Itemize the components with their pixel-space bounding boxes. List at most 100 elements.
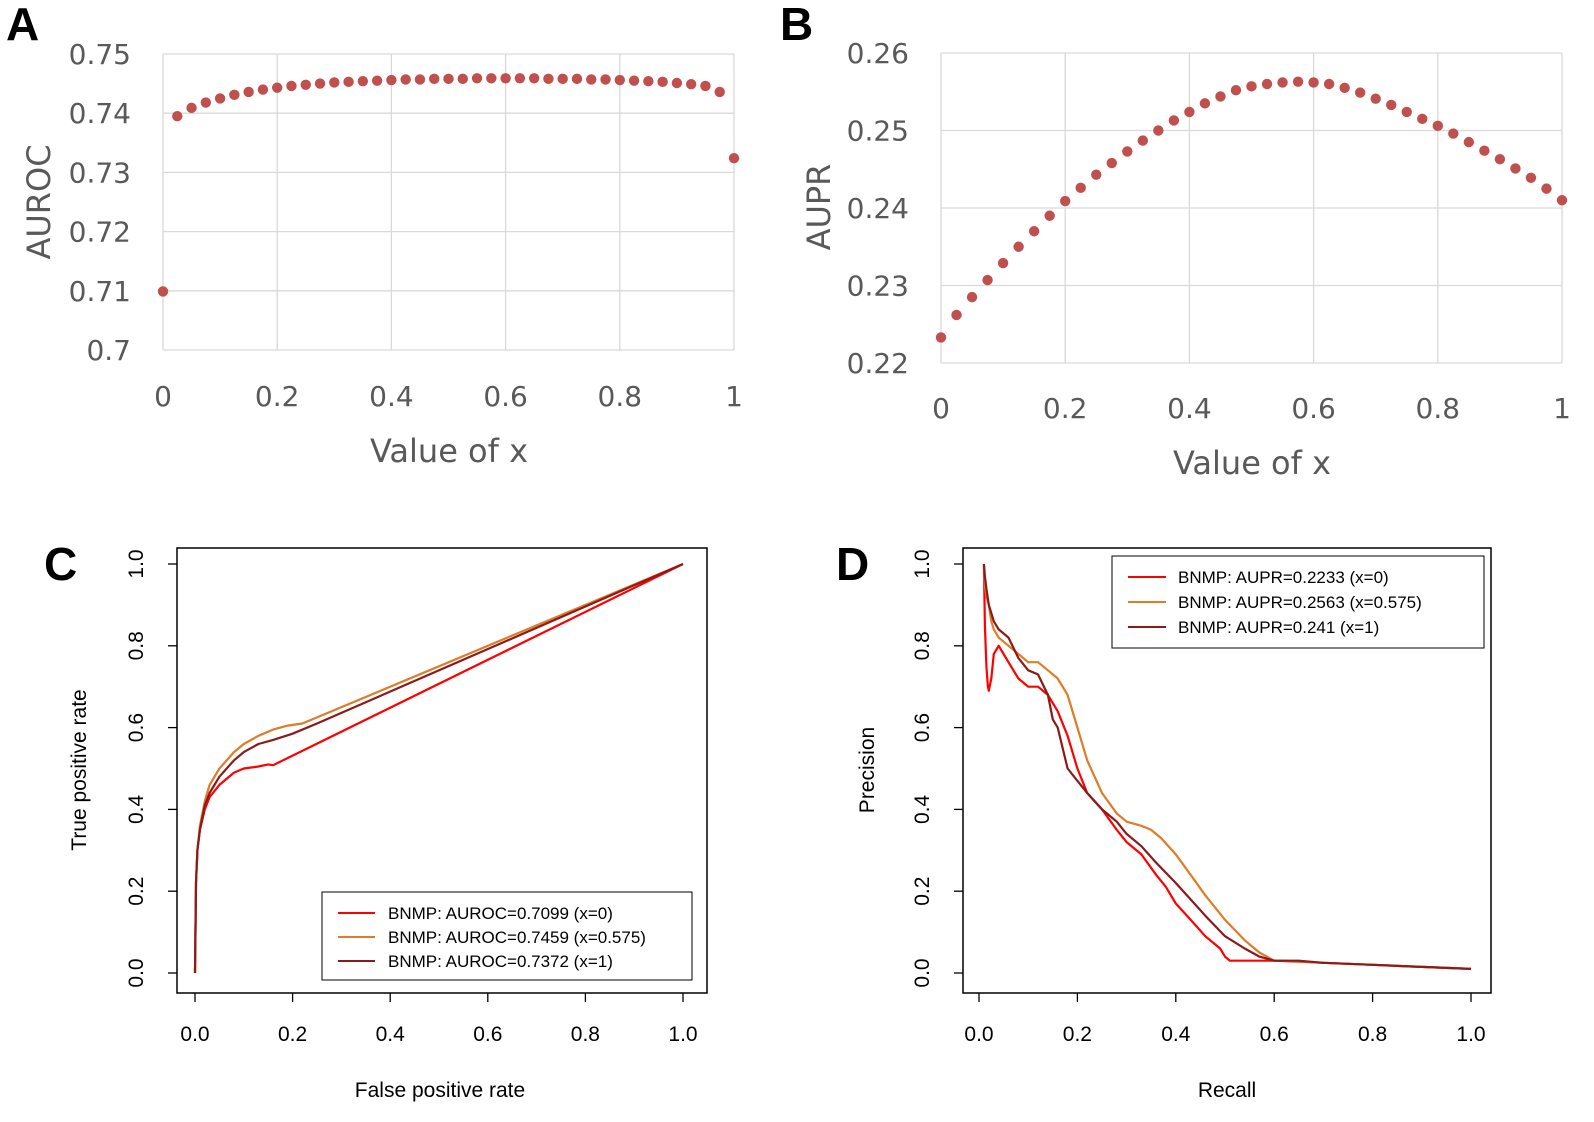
legend-entry-c-1: BNMP: AUROC=0.7459 (x=0.575): [388, 928, 646, 947]
data-point-a: [243, 86, 254, 98]
y-axis-label-c: True positive rate: [68, 689, 91, 850]
y-tick-label-a: 0.73: [69, 156, 131, 189]
data-point-a: [272, 82, 283, 93]
data-point-b: [1339, 82, 1350, 94]
x-tick-label-a: 0.8: [598, 380, 643, 413]
x-tick-label-d: 0.2: [1063, 1023, 1092, 1046]
y-tick-label-a: 0.74: [69, 97, 131, 130]
data-point-a: [314, 78, 326, 89]
panel-c-roc-curves: C 0.00.20.40.60.81.0 0.0 0.2 0.4 0.6 0.8 1.0 …: [44, 538, 708, 1102]
y-axis-label-d: Precision: [856, 727, 879, 813]
curves-c: [193, 562, 684, 974]
curve-d-1: [982, 563, 1472, 970]
x-tick-label-c: 0.8: [571, 1023, 600, 1046]
legend-d: BNMP: AUPR=0.2233 (x=0) BNMP: AUPR=0.256…: [1111, 555, 1485, 649]
data-point-b: [1494, 153, 1506, 165]
data-point-b: [1261, 78, 1273, 90]
data-point-b: [1448, 128, 1459, 139]
y-tick-label-d: 0.8: [911, 631, 934, 660]
y-tick-label-c: 0.8: [125, 631, 148, 660]
data-point-a: [528, 73, 540, 84]
data-point-a: [357, 76, 369, 87]
data-point-b: [1479, 145, 1490, 156]
y-tick-label-d: 0.2: [911, 877, 934, 906]
data-point-b: [1510, 163, 1521, 174]
data-point-a: [514, 73, 526, 84]
data-point-a: [557, 73, 568, 85]
panel-b-aupr-vs-x: B 0.22 0.23 0.24 0.25 0.26 0 0.2 0.4 0.6 0.8 1 Va…: [780, 0, 1571, 482]
y-tick-label-b: 0.22: [847, 347, 909, 380]
data-point-b: [997, 257, 1009, 269]
data-point-b: [1075, 182, 1086, 194]
x-tick-label-b: 0.8: [1416, 392, 1461, 425]
data-point-b: [966, 291, 978, 303]
data-point-b: [935, 332, 947, 343]
x-tick-label-d: 0.6: [1260, 1023, 1289, 1046]
data-point-a: [728, 152, 740, 164]
x-tick-label-d: 0.8: [1358, 1023, 1387, 1046]
data-point-a: [200, 97, 212, 108]
data-point-b: [1013, 241, 1024, 252]
data-point-b: [1137, 135, 1149, 146]
data-point-a: [414, 74, 426, 85]
x-tick-label-a: 0: [154, 380, 172, 413]
x-ticks-b: 0 0.2 0.4 0.6 0.8 1: [932, 392, 1571, 425]
data-point-a: [543, 73, 554, 85]
x-tick-label-b: 0.4: [1167, 392, 1212, 425]
data-point-a: [500, 73, 511, 84]
legend-box-c: [321, 891, 693, 981]
data-point-b: [1401, 106, 1412, 118]
legend-c: BNMP: AUROC=0.7099 (x=0) BNMP: AUROC=0.7…: [321, 891, 693, 981]
legend-entry-d-1: BNMP: AUPR=0.2563 (x=0.575): [1178, 593, 1422, 612]
data-point-b: [1184, 106, 1195, 118]
x-tick-label-c: 0.6: [473, 1023, 502, 1046]
legend-entry-c-0: BNMP: AUROC=0.7099 (x=0): [388, 904, 613, 923]
legend-entry-c-2: BNMP: AUROC=0.7372 (x=1): [388, 952, 613, 971]
x-ticks-a: 0 0.2 0.4 0.6 0.8 1: [154, 380, 743, 413]
x-tick-label-c: 0.4: [376, 1023, 406, 1046]
data-point-b: [1246, 81, 1257, 92]
data-point-a: [400, 74, 411, 85]
panel-d-precision-recall-curves: D 0.00.20.40.60.81.0 0.0 0.2 0.4 0.6 0.8 1.0 …: [836, 538, 1492, 1102]
x-tick-label-d: 0.0: [964, 1023, 993, 1046]
data-point-a: [614, 74, 625, 86]
grid-a: [162, 53, 735, 351]
curve-d-2: [982, 563, 1472, 970]
data-point-a: [257, 84, 269, 95]
curves-d: [982, 563, 1472, 970]
data-point-a: [685, 78, 697, 90]
x-tick-label-c: 1.0: [668, 1023, 697, 1046]
y-tick-label-b: 0.26: [847, 37, 909, 70]
y-ticks-b: 0.22 0.23 0.24 0.25 0.26: [847, 37, 909, 380]
data-point-b: [1215, 91, 1226, 102]
y-tick-label-c: 0.0: [125, 958, 148, 987]
data-point-b: [1106, 157, 1117, 169]
data-point-a: [386, 74, 397, 86]
data-point-b: [1463, 136, 1475, 148]
y-tick-label-a: 0.72: [69, 216, 131, 249]
data-point-b: [1386, 99, 1397, 111]
data-point-b: [951, 309, 962, 321]
data-point-b: [1060, 195, 1071, 207]
data-point-b: [1417, 113, 1428, 125]
markers-a: [157, 73, 740, 297]
data-point-a: [671, 77, 683, 89]
data-point-a: [214, 93, 226, 104]
x-tick-label-b: 0.6: [1291, 392, 1336, 425]
y-tick-label-d: 0.0: [911, 958, 934, 987]
x-tick-label-c: 0.0: [180, 1023, 209, 1046]
data-point-a: [714, 86, 725, 98]
x-ticks-d: 0.0 0.2 0.4 0.6 0.8 1.0: [964, 993, 1486, 1046]
data-point-a: [229, 89, 240, 101]
data-point-a: [643, 76, 654, 87]
panel-letter-d: D: [836, 538, 869, 590]
data-point-a: [300, 79, 311, 90]
y-axis-label-b: AUPR: [800, 164, 838, 251]
data-point-b: [1323, 78, 1335, 90]
y-ticks-a: 0.7 0.71 0.72 0.73 0.74 0.75: [69, 38, 131, 367]
data-point-a: [571, 73, 583, 85]
data-point-b: [1525, 172, 1537, 183]
data-point-a: [443, 73, 454, 85]
data-point-b: [1354, 87, 1366, 98]
